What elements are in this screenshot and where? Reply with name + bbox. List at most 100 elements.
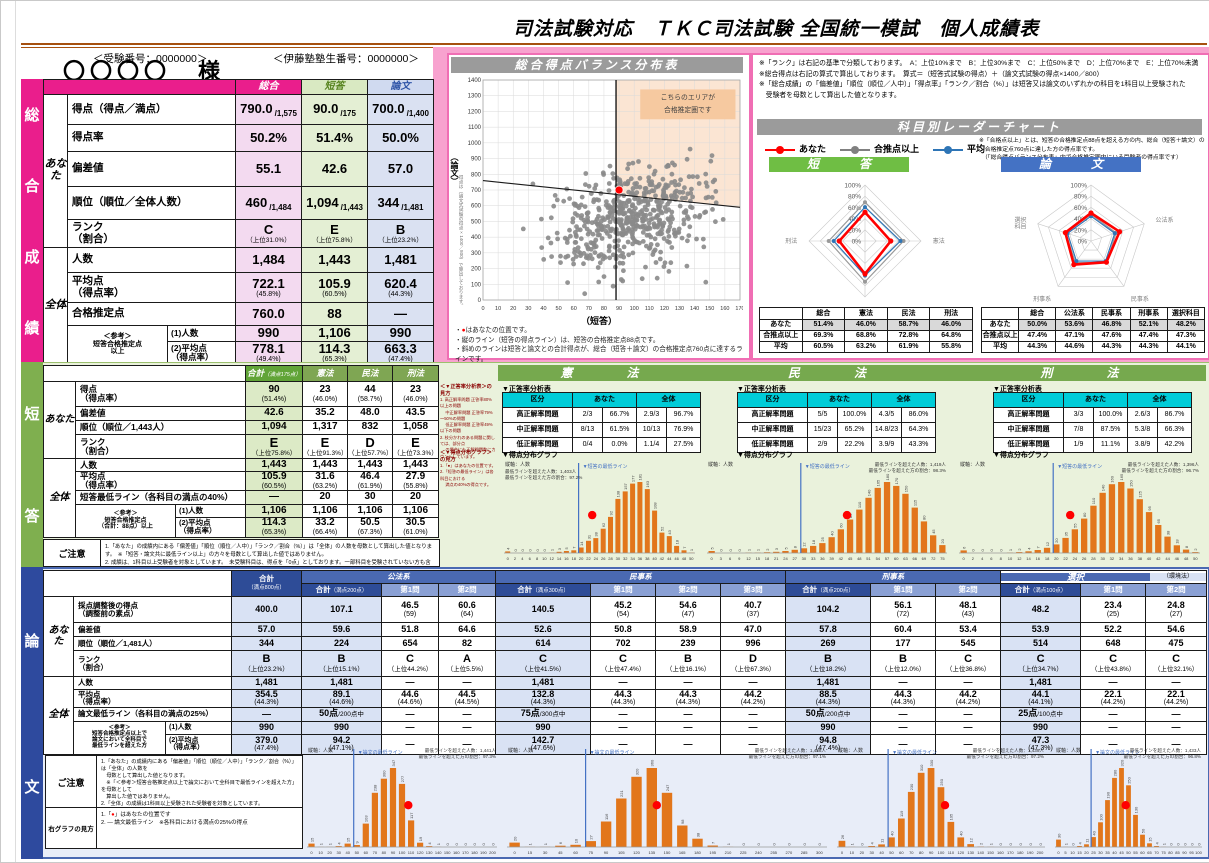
chart-element — [596, 228, 601, 233]
table-cell: 46.0% — [930, 320, 973, 331]
table-cell: 63.2% — [845, 342, 888, 353]
element: （上位75.8%） — [246, 450, 302, 457]
table-row: 総合憲法民法刑法 — [760, 308, 973, 320]
chart-element: 5 — [783, 547, 788, 550]
chart-element: 92 — [608, 510, 613, 515]
chart-element: 43 — [667, 529, 672, 534]
chart-element: 26 — [840, 834, 845, 839]
chart-element: 10 — [850, 850, 855, 855]
table-cell: C（上位31.0%） — [236, 220, 302, 248]
chart-element: 40 — [1112, 850, 1117, 855]
chart-element — [549, 241, 554, 246]
element: ― — [619, 677, 628, 687]
chart-element: 最低ラインを超えた方の割合：96.7% — [1122, 467, 1199, 474]
chart-element: 0 — [841, 850, 844, 855]
chart-element: 150 — [903, 485, 908, 492]
element: （上位31.0%） — [236, 237, 301, 244]
table-cell: 400.0 — [232, 597, 302, 623]
chart-element: 0 — [310, 850, 313, 855]
chart-element: 0 — [741, 843, 746, 846]
chart-element: 27 — [589, 834, 594, 839]
element: 239 — [681, 638, 696, 648]
chart-element — [631, 161, 636, 166]
chart-element — [843, 511, 851, 519]
chart-element: 1 — [1008, 548, 1013, 551]
rank-criteria-notes: ※「ランク」は右記の基準で分類しております。 A：上位10%まで B：上位30%… — [759, 59, 1203, 101]
table-cell: 475 — [1146, 637, 1207, 651]
chart-element: 0 — [737, 549, 742, 552]
chart-element — [539, 245, 544, 250]
element: E — [246, 436, 302, 450]
chart-element: 85 — [1175, 850, 1180, 855]
chart-element: 44 — [667, 556, 672, 561]
chart-element: 1400 — [468, 78, 482, 84]
chart-element: 100 — [399, 850, 406, 855]
table-cell: 44.3% — [1093, 342, 1130, 353]
chart-element — [634, 181, 639, 186]
chart-element: 150 — [444, 850, 451, 855]
element: 50.2% — [250, 130, 287, 145]
chart-element: 11 — [879, 838, 884, 843]
table-cell: 20 — [393, 490, 439, 504]
table-cell: 54.6 — [1146, 623, 1207, 637]
element: (61.0%) — [393, 529, 438, 536]
chart-element — [662, 185, 667, 190]
chart-element: 70 — [373, 850, 378, 855]
element: 90 — [246, 385, 302, 396]
element: B — [786, 654, 870, 666]
chart-element: 115 — [913, 499, 918, 506]
table-cell: 総合 — [236, 80, 302, 95]
element: 654 — [403, 638, 418, 648]
table-cell: 722.1(45.8%) — [236, 273, 302, 303]
table-cell: 354.5(44.3%) — [232, 690, 302, 708]
chart-element — [690, 174, 695, 179]
chart-element — [586, 247, 591, 252]
chart-element: 65 — [1156, 518, 1161, 523]
element: 75点 — [521, 708, 540, 718]
chart-element — [586, 841, 596, 847]
chart-element — [627, 229, 632, 234]
table-cell: B（上位18.2%） — [786, 651, 871, 677]
table-cell: 47.3% — [1167, 331, 1204, 342]
table-cell: 50.8 — [591, 623, 656, 637]
table-cell: B（上位23.2%） — [368, 220, 434, 248]
chart-element: 18 — [1045, 556, 1050, 561]
chart-element — [827, 239, 831, 243]
chart-element: 255 — [770, 850, 777, 855]
chart-element: 15 — [309, 837, 314, 842]
chart-element — [555, 237, 560, 242]
chart-element: 100% — [1070, 183, 1087, 190]
chart-element — [941, 801, 949, 809]
chart-element: 160 — [720, 306, 729, 312]
chart-element: 50 — [1140, 828, 1145, 833]
chart-element: 22 — [1063, 556, 1068, 561]
element: ― — [964, 722, 973, 732]
element: 44.6 — [382, 690, 438, 699]
chart-element: 8 — [1184, 545, 1189, 548]
table-cell: 88 — [302, 303, 368, 326]
chart-element: 119 — [899, 810, 904, 817]
table-cell: 53.9 — [1001, 623, 1081, 637]
chart-element: 50 — [889, 850, 894, 855]
table-cell: 50.0% — [1019, 320, 1056, 331]
chart-element: 44 — [1165, 556, 1170, 561]
chart-element: 1 — [988, 842, 993, 845]
chart-element — [653, 801, 661, 809]
chart-element — [619, 254, 624, 259]
chart-element: 0 — [787, 843, 792, 846]
table-cell: ランク（割合） — [68, 220, 236, 248]
chart-element — [650, 252, 655, 257]
chart-element: 45 — [558, 850, 563, 855]
table-cell: 44.2(44.2%) — [721, 690, 786, 708]
chart-element: 3 — [557, 547, 562, 550]
table-cell: 48.0 — [348, 407, 393, 421]
element: 224 — [334, 638, 349, 648]
chart-element: 28 — [1091, 556, 1096, 561]
chart-element: 38 — [1138, 556, 1143, 561]
chart-element: 60% — [1074, 205, 1087, 212]
chart-element: 110 — [408, 850, 415, 855]
chart-element: 190 — [480, 850, 487, 855]
table-cell: 654 — [382, 637, 439, 651]
table-cell: 545 — [936, 637, 1001, 651]
chart-element: 4 — [870, 842, 875, 845]
